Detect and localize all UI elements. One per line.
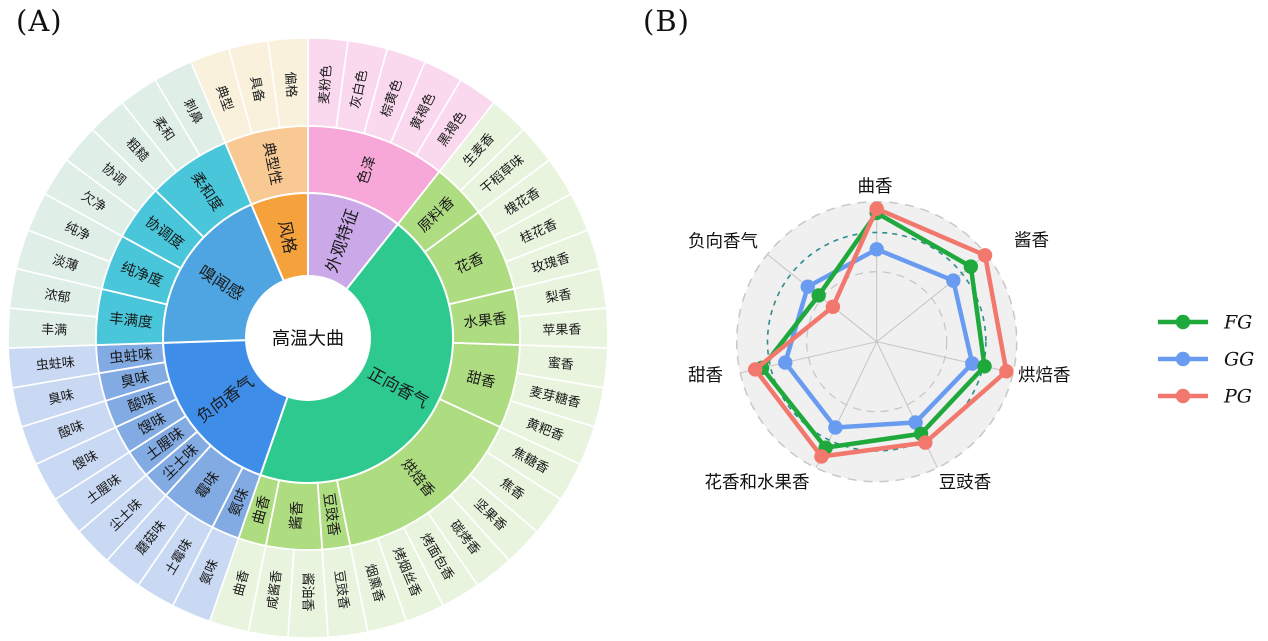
legend-label: FG — [1223, 312, 1252, 334]
radar-series-point-PG — [814, 449, 829, 464]
legend-label: GG — [1224, 349, 1254, 371]
sunburst-level2-label: 豆豉香 — [320, 492, 343, 537]
sunburst-leaf-label: 蜜香 — [547, 356, 574, 374]
radar-series-line-PG — [752, 206, 1009, 459]
sunburst-leaf-label: 浓郁 — [43, 287, 71, 306]
radar-series-point-PG — [869, 201, 884, 216]
legend-dot-marker — [1175, 351, 1191, 367]
radar-series-point-GG — [908, 415, 923, 430]
sunburst-leaf-label: 偏格 — [282, 71, 300, 98]
radar-axis-label: 曲香 — [858, 177, 893, 197]
sunburst-level2-label: 酱香 — [287, 501, 306, 531]
sunburst-leaf-label: 淡薄 — [50, 253, 79, 275]
radar-legend: FG GG PG — [1158, 312, 1254, 408]
legend-dot-marker — [1175, 388, 1191, 404]
sunburst-leaf-label: 麦粉色 — [316, 65, 335, 105]
sunburst-level2-label: 虫蛀味 — [108, 346, 153, 367]
radar-series-point-FG — [977, 359, 992, 374]
sunburst-leaf-label: 曲香 — [231, 569, 252, 598]
sunburst-level2-label: 丰满度 — [108, 310, 153, 331]
radar-axis-label: 烘焙香 — [1018, 366, 1071, 386]
radar-series-point-GG — [800, 279, 815, 294]
radar-axis-label: 花香和水果香 — [705, 473, 810, 493]
sunburst-leaf-label: 臭味 — [47, 388, 76, 409]
radar-series-line-GG — [783, 247, 975, 430]
radar-series-point-FG — [963, 259, 979, 274]
radar-series-point-GG — [946, 273, 961, 288]
radar-series-point-FG — [811, 288, 826, 303]
sunburst-leaf-label: 丰满 — [41, 323, 68, 339]
sunburst-arcs — [7, 37, 609, 639]
radar-axis-label: 豆豉香 — [939, 473, 992, 493]
sunburst-leaf-label: 咸酱香 — [265, 570, 285, 611]
sunburst-leaf-label: 具备 — [246, 75, 267, 104]
sunburst-center-circle — [246, 276, 370, 400]
sunburst-leaf-label: 灰白色 — [347, 68, 370, 109]
radar-series-point-PG — [999, 364, 1014, 379]
radar-series-point-GG — [828, 420, 843, 435]
sunburst-level2-label: 水果香 — [463, 310, 508, 331]
sunburst-center-label: 高温大曲 — [272, 328, 344, 349]
panel-a-label: (A) — [16, 4, 63, 38]
sunburst-level2-label: 甜香 — [465, 368, 497, 391]
legend-label: PG — [1223, 386, 1252, 408]
radar-series-point-PG — [748, 362, 763, 377]
panel-b-label: (B) — [643, 4, 690, 38]
sunburst-leaf-label: 苹果香 — [542, 322, 581, 338]
radar-series-point-GG — [965, 356, 980, 371]
sunburst-leaf-label: 豆豉香 — [331, 570, 351, 611]
radar-axis-label: 酱香 — [1014, 231, 1049, 251]
sunburst-leaf-label: 虫蛀味 — [35, 355, 75, 374]
sunburst-level2-label: 臭味 — [119, 368, 151, 391]
radar-series-line-FG — [759, 210, 987, 450]
sunburst-leaf-label: 梨香 — [545, 287, 573, 306]
radar-axis-label: 负向香气 — [688, 232, 758, 252]
legend-dot-marker — [1175, 314, 1191, 330]
radar-axis-label: 甜香 — [688, 366, 723, 386]
radar-series-point-PG — [918, 435, 933, 450]
sunburst-leaf-label: 酱油香 — [299, 572, 314, 611]
radar-series-point-GG — [778, 355, 793, 370]
radar-series-point-GG — [869, 242, 884, 257]
radar-series-point-PG — [825, 299, 841, 314]
radar-series-point-PG — [977, 248, 993, 263]
